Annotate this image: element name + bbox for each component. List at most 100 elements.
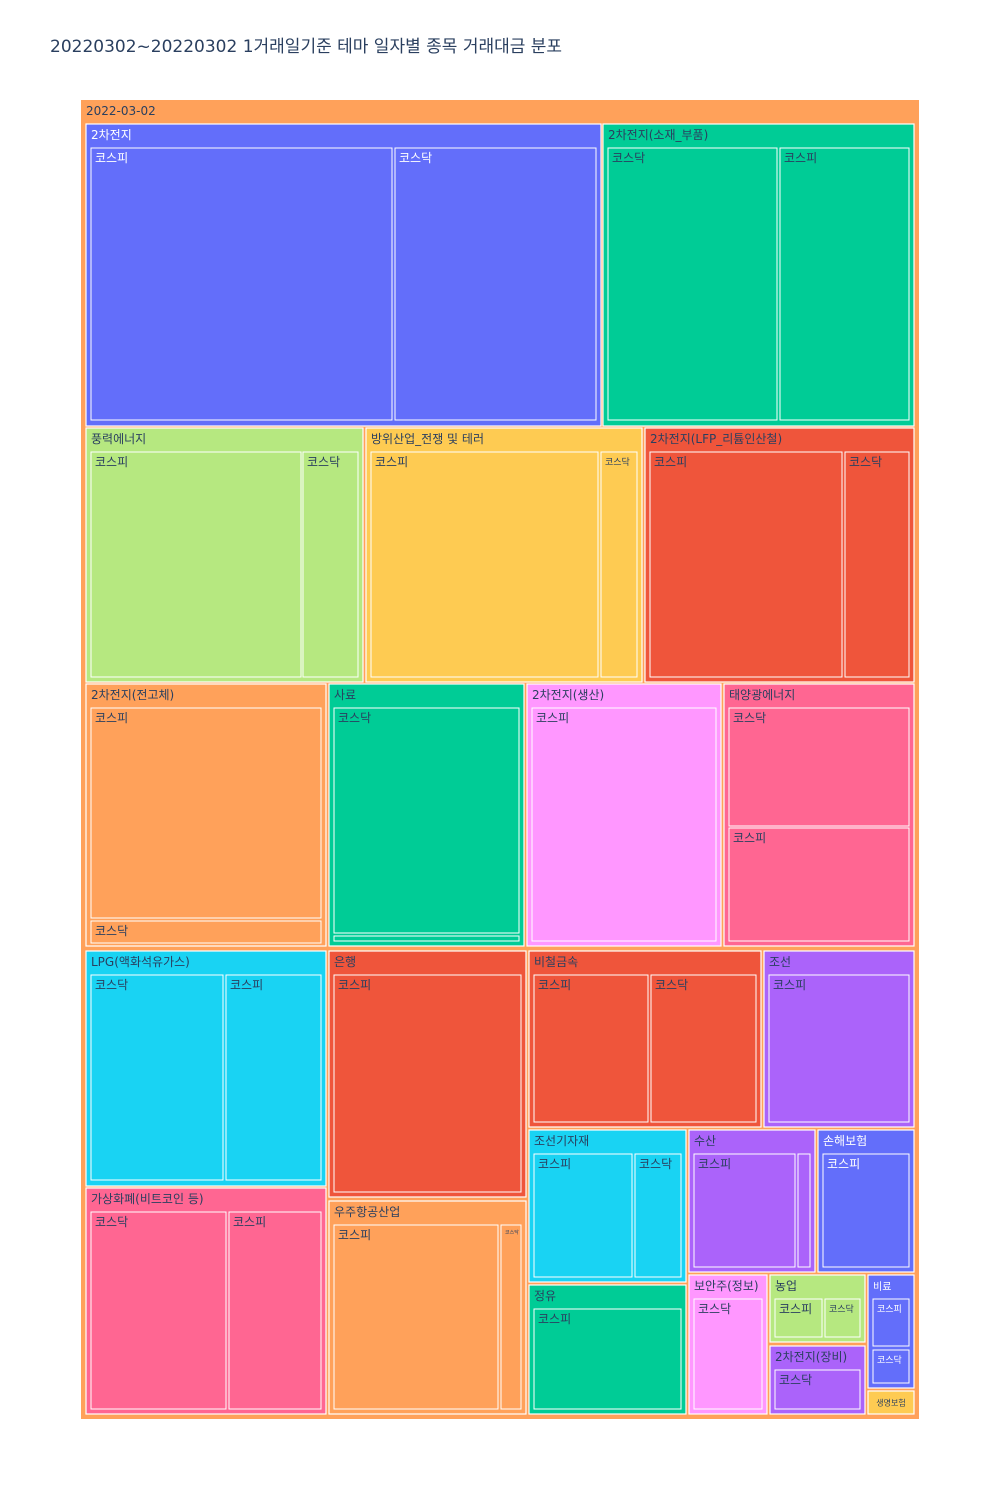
- treemap-market-rect[interactable]: [90, 974, 224, 1181]
- treemap-market-label: 코스피: [230, 978, 263, 992]
- treemap-market-label: 코스피: [95, 711, 128, 725]
- treemap-market-rect[interactable]: [394, 147, 597, 421]
- chart-title: 20220302~20220302 1거래일기준 테마 일자별 종목 거래대금 …: [50, 37, 563, 57]
- treemap-market-label: 코스피: [95, 455, 128, 469]
- treemap-market-rect[interactable]: [600, 451, 638, 678]
- treemap-market-label: 코스피: [233, 1215, 266, 1229]
- treemap-market-label: 코스닥: [698, 1302, 731, 1316]
- treemap-market-rect[interactable]: [90, 920, 322, 944]
- treemap-theme-label: 풍력에너지: [91, 432, 146, 446]
- treemap-theme-label: 정유: [534, 1289, 556, 1303]
- treemap-market-rect[interactable]: [779, 147, 910, 421]
- treemap-market-rect[interactable]: [225, 974, 322, 1181]
- treemap-theme-label: 비료: [873, 1281, 891, 1293]
- treemap-market-label: 코스닥: [307, 455, 340, 469]
- treemap-market-label: 코스피: [538, 1157, 571, 1171]
- treemap-theme-label: 손해보험: [823, 1134, 867, 1148]
- treemap-theme-label: 은행: [334, 954, 356, 969]
- treemap-market-label: 코스닥: [655, 978, 688, 992]
- treemap-market-rect[interactable]: [774, 1298, 823, 1338]
- treemap-market-rect[interactable]: [333, 707, 520, 934]
- treemap-market-rect[interactable]: [844, 451, 910, 678]
- treemap-theme-label: 2차전지(전고체): [91, 688, 174, 702]
- treemap-theme-label: 농업: [775, 1279, 797, 1293]
- treemap-market-rect[interactable]: [500, 1224, 522, 1410]
- treemap-market-label: 코스피: [375, 455, 408, 469]
- treemap-market-label: 코스닥: [605, 457, 630, 468]
- treemap-theme-label: 수산: [694, 1134, 716, 1148]
- treemap-market-rect[interactable]: [693, 1153, 796, 1268]
- treemap-market-label: 코스닥: [829, 1304, 854, 1315]
- treemap-market-rect[interactable]: [693, 1298, 763, 1410]
- treemap-theme-label: 보안주(정보): [694, 1279, 759, 1293]
- treemap-market-rect[interactable]: [768, 974, 910, 1123]
- treemap-market-label: 코스피: [773, 978, 806, 992]
- treemap-market-label: 코스피: [733, 831, 766, 845]
- treemap-market-label: 코스피: [95, 151, 128, 165]
- treemap-market-rect[interactable]: [333, 1224, 499, 1410]
- treemap-market-rect[interactable]: [370, 451, 599, 678]
- treemap-market-rect[interactable]: [533, 1308, 682, 1410]
- treemap-market-label: 코스피: [698, 1157, 731, 1171]
- treemap-market-label: 코스피: [538, 978, 571, 992]
- treemap-market-label: 코스피: [538, 1312, 571, 1326]
- treemap-market-rect[interactable]: [650, 974, 757, 1123]
- treemap-market-rect[interactable]: [872, 1298, 910, 1347]
- treemap-market-rect[interactable]: [649, 451, 843, 678]
- treemap-market-label: 코스닥: [849, 455, 882, 469]
- treemap-theme-label: 생명보험: [876, 1398, 905, 1408]
- treemap-root-label: 2022-03-02: [86, 104, 156, 118]
- treemap-market-label: 코스닥: [639, 1157, 672, 1171]
- treemap-market-rect[interactable]: [302, 451, 359, 678]
- treemap-theme-label: 우주항공산업: [334, 1205, 400, 1219]
- treemap-market-label: 코스닥: [733, 711, 766, 725]
- treemap-market-label: 코스닥: [338, 711, 371, 725]
- treemap-market-rect[interactable]: [872, 1349, 910, 1384]
- treemap-market-rect[interactable]: [531, 707, 717, 942]
- treemap-theme-label: 2차전지: [91, 128, 132, 142]
- treemap-market-rect[interactable]: [333, 935, 520, 942]
- treemap-theme-label: 조선기자재: [534, 1134, 589, 1148]
- treemap-market-label: 코스피: [654, 455, 687, 469]
- treemap-market-label: 코스피: [536, 711, 569, 725]
- treemap-market-rect[interactable]: [533, 974, 649, 1123]
- treemap-theme-label: 가상화폐(비트코인 등): [91, 1192, 204, 1206]
- treemap-market-rect[interactable]: [90, 147, 393, 421]
- treemap-market-rect[interactable]: [824, 1298, 861, 1338]
- treemap-market-label: 코스닥: [779, 1373, 812, 1387]
- treemap-market-label: 코스닥: [877, 1355, 902, 1366]
- treemap-market-label: 코스닥: [95, 1215, 128, 1229]
- treemap-theme-label: 비철금속: [534, 955, 578, 969]
- treemap-market-rect[interactable]: [90, 1211, 227, 1410]
- treemap-market-rect[interactable]: [774, 1369, 861, 1410]
- treemap-market-label: 코스닥: [399, 151, 432, 165]
- treemap-market-label: 코스닥: [95, 978, 128, 992]
- treemap-theme-rect[interactable]: [867, 1390, 915, 1415]
- treemap-theme-label: 2차전지(소재_부품): [608, 128, 708, 142]
- treemap-theme-label: LPG(액화석유가스): [91, 955, 190, 969]
- treemap-market-rect[interactable]: [728, 707, 910, 827]
- treemap-market-rect[interactable]: [90, 707, 322, 919]
- treemap-market-label: 코스피: [784, 151, 817, 165]
- treemap-market-rect[interactable]: [634, 1153, 682, 1278]
- treemap-market-rect[interactable]: [90, 451, 302, 678]
- treemap-market-rect[interactable]: [333, 974, 522, 1193]
- treemap-theme-label: 사료: [334, 688, 356, 702]
- treemap-market-rect[interactable]: [728, 827, 910, 942]
- treemap-market-label: 코스피: [338, 1228, 371, 1242]
- treemap-market-rect[interactable]: [822, 1153, 910, 1268]
- treemap-market-label: 코스피: [779, 1302, 812, 1316]
- treemap-market-label: 코스닥: [612, 151, 645, 165]
- treemap-market-label: 코스닥: [95, 924, 128, 938]
- treemap-market-rect[interactable]: [797, 1153, 811, 1268]
- treemap-market-label: 코스피: [877, 1304, 902, 1315]
- treemap-market-label: 코스피: [338, 978, 371, 992]
- treemap-market-rect[interactable]: [607, 147, 778, 421]
- treemap-market-label: 코스피: [827, 1157, 860, 1171]
- treemap-market-rect[interactable]: [533, 1153, 633, 1278]
- treemap-theme-label: 방위산업_전쟁 및 테러: [371, 432, 484, 446]
- treemap-market-rect[interactable]: [228, 1211, 322, 1410]
- treemap-theme-label: 조선: [769, 955, 791, 969]
- treemap-theme-label: 태양광에너지: [729, 688, 795, 702]
